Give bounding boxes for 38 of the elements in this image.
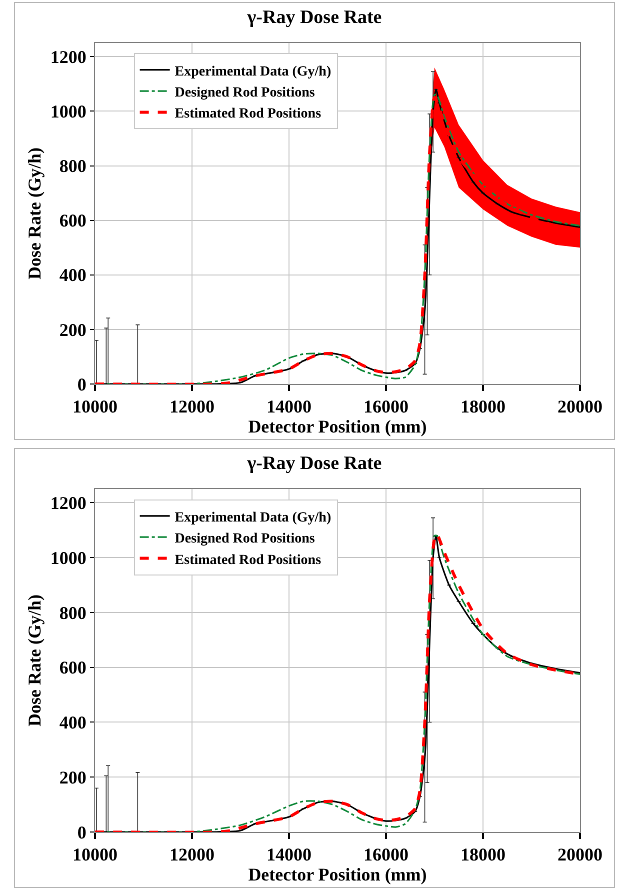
y-tick-label: 1000 xyxy=(50,102,86,122)
x-axis-title: Detector Position (mm) xyxy=(248,416,427,437)
x-axis-title: Detector Position (mm) xyxy=(248,864,427,885)
x-tick-label: 16000 xyxy=(364,396,408,417)
legend-label: Experimental Data (Gy/h) xyxy=(174,510,332,526)
y-tick-label: 1000 xyxy=(50,548,86,568)
y-tick-label: 600 xyxy=(59,210,86,231)
y-axis-title: Dose Rate (Gy/h) xyxy=(24,594,45,726)
legend-label: Estimated Rod Positions xyxy=(174,552,322,568)
legend-label: Designed Rod Positions xyxy=(174,532,316,547)
y-axis-title: Dose Rate (Gy/h) xyxy=(24,148,45,280)
legend-label: Designed Rod Positions xyxy=(174,85,316,100)
y-tick-label: 400 xyxy=(59,265,86,286)
y-tick-label: 200 xyxy=(59,767,86,788)
y-tick-label: 1200 xyxy=(50,46,86,67)
x-tick-label: 12000 xyxy=(170,396,214,417)
x-tick-label: 12000 xyxy=(170,844,214,865)
x-tick-label: 14000 xyxy=(266,396,312,417)
x-tick-label: 18000 xyxy=(460,844,506,865)
legend-label: Experimental Data (Gy/h) xyxy=(174,64,332,80)
y-tick-label: 600 xyxy=(59,658,86,678)
legend-label: Estimated Rod Positions xyxy=(174,106,322,122)
chart-title: γ-Ray Dose Rate xyxy=(246,6,382,28)
y-tick-label: 0 xyxy=(77,374,86,394)
y-tick-label: 800 xyxy=(59,602,86,623)
y-tick-label: 1200 xyxy=(50,493,86,514)
x-tick-label: 20000 xyxy=(558,396,602,417)
x-tick-label: 20000 xyxy=(558,844,602,865)
x-tick-label: 16000 xyxy=(364,844,408,865)
x-tick-label: 14000 xyxy=(266,844,312,865)
y-tick-label: 200 xyxy=(59,320,86,340)
y-tick-label: 800 xyxy=(59,156,86,176)
x-tick-label: 10000 xyxy=(72,844,118,865)
x-tick-label: 10000 xyxy=(72,396,118,417)
y-tick-label: 400 xyxy=(59,712,86,733)
chart-title: γ-Ray Dose Rate xyxy=(246,452,382,474)
x-tick-label: 18000 xyxy=(460,396,506,417)
y-tick-label: 0 xyxy=(77,822,86,842)
